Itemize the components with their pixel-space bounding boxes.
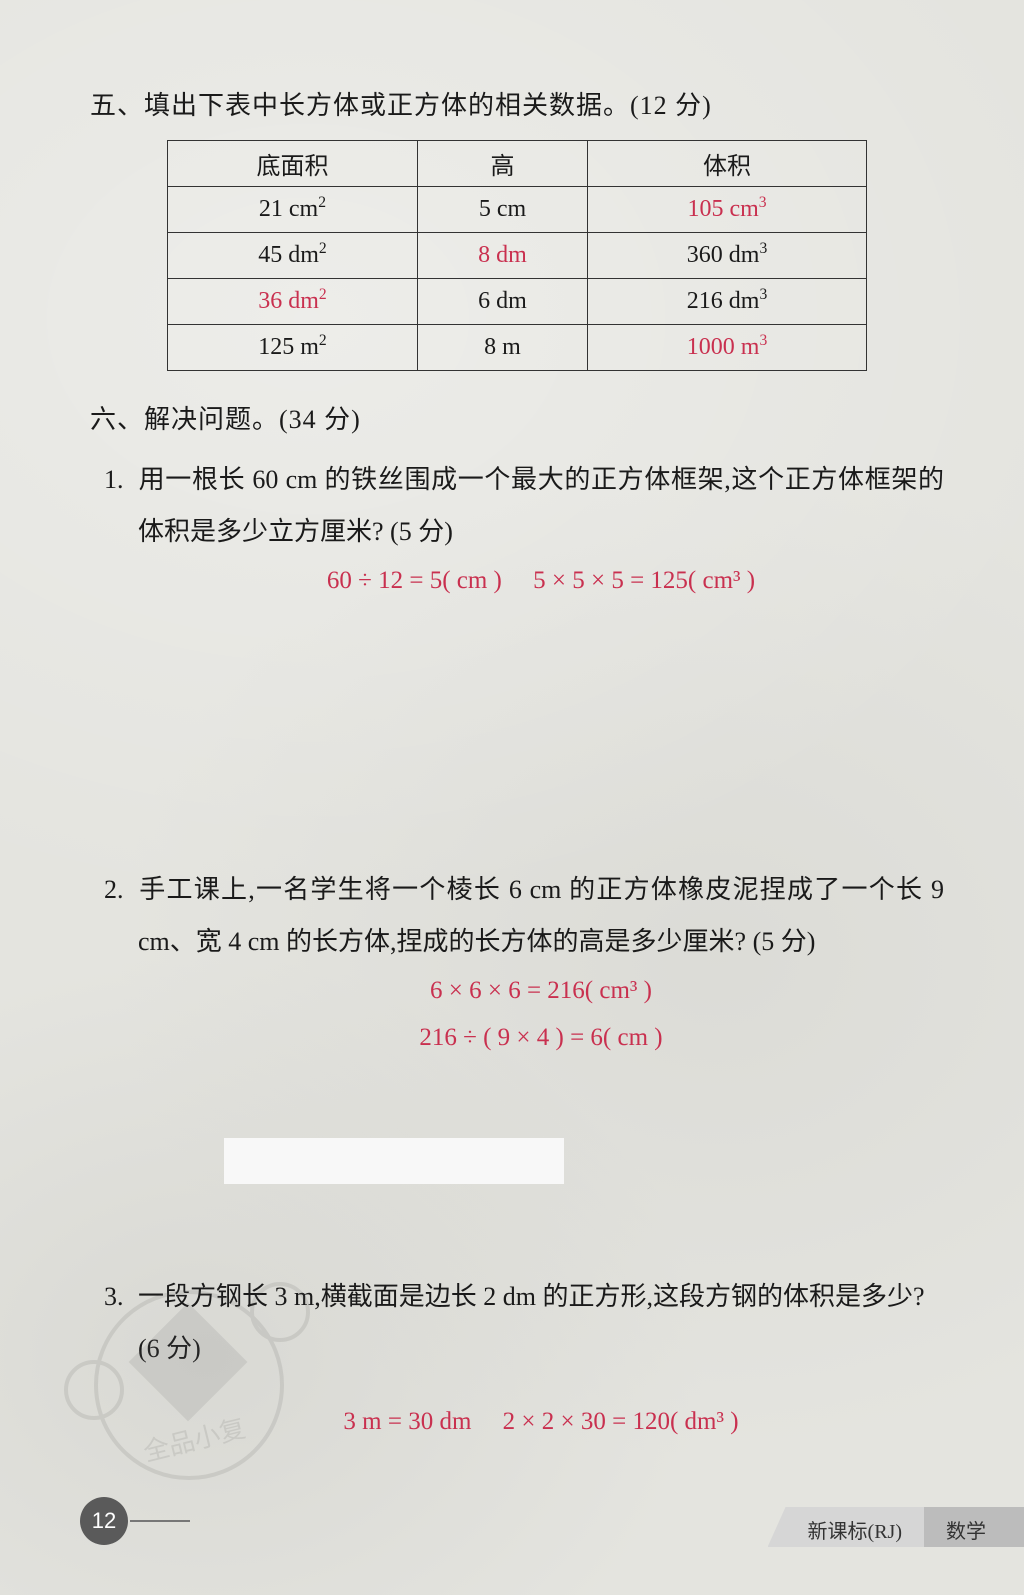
cell-area: 125 m2 — [168, 325, 418, 371]
spacing — [138, 604, 944, 864]
cell-height: 8 m — [417, 325, 587, 371]
col-header-height: 高 — [417, 141, 587, 187]
cuboid-data-table: 底面积 高 体积 21 cm2 5 cm 105 cm3 45 dm2 8 dm… — [167, 140, 867, 371]
col-header-volume: 体积 — [588, 141, 867, 187]
cell-height-answer: 8 dm — [417, 233, 587, 279]
problem-2-answer-2: 216 ÷ ( 9 × 4 ) = 6( cm ) — [138, 1015, 944, 1061]
white-patch — [224, 1138, 564, 1184]
cell-volume-answer: 105 cm3 — [588, 187, 867, 233]
problem-2-answer-1: 6 × 6 × 6 = 216( cm³ ) — [138, 968, 944, 1014]
watermark-stamp: 全品小复 — [64, 1270, 314, 1520]
table-row: 36 dm2 6 dm 216 dm3 — [168, 279, 867, 325]
page-number-line — [130, 1520, 190, 1522]
col-header-area: 底面积 — [168, 141, 418, 187]
footer-curriculum: 新课标(RJ) — [768, 1507, 924, 1547]
table-header-row: 底面积 高 体积 — [168, 141, 867, 187]
cell-area-answer: 36 dm2 — [168, 279, 418, 325]
problem-text: 手工课上,一名学生将一个棱长 6 cm 的正方体橡皮泥捏成了一个长 9 cm、宽… — [138, 875, 944, 956]
footer-tab: 新课标(RJ) 数学 — [768, 1507, 1024, 1547]
cell-volume: 360 dm3 — [588, 233, 867, 279]
cell-height: 6 dm — [417, 279, 587, 325]
table-row: 125 m2 8 m 1000 m3 — [168, 325, 867, 371]
problem-1-answer: 60 ÷ 12 = 5( cm ) 5 × 5 × 5 = 125( cm³ ) — [138, 558, 944, 604]
section5-title: 五、填出下表中长方体或正方体的相关数据。(12 分) — [90, 85, 944, 122]
cell-area: 21 cm2 — [168, 187, 418, 233]
cell-volume: 216 dm3 — [588, 279, 867, 325]
section6-title: 六、解决问题。(34 分) — [90, 399, 944, 436]
table-row: 45 dm2 8 dm 360 dm3 — [168, 233, 867, 279]
cell-volume-answer: 1000 m3 — [588, 325, 867, 371]
problem-number: 2. — [104, 864, 138, 916]
cell-area: 45 dm2 — [168, 233, 418, 279]
table-row: 21 cm2 5 cm 105 cm3 — [168, 187, 867, 233]
problem-number: 1. — [104, 454, 138, 506]
problem-text: 用一根长 60 cm 的铁丝围成一个最大的正方体框架,这个正方体框架的体积是多少… — [138, 465, 944, 546]
problem-2: 2.手工课上,一名学生将一个棱长 6 cm 的正方体橡皮泥捏成了一个长 9 cm… — [138, 864, 944, 968]
cell-height: 5 cm — [417, 187, 587, 233]
problem-1: 1.用一根长 60 cm 的铁丝围成一个最大的正方体框架,这个正方体框架的体积是… — [138, 454, 944, 558]
footer-subject: 数学 — [924, 1507, 1024, 1547]
page-number-badge: 12 — [80, 1497, 128, 1545]
